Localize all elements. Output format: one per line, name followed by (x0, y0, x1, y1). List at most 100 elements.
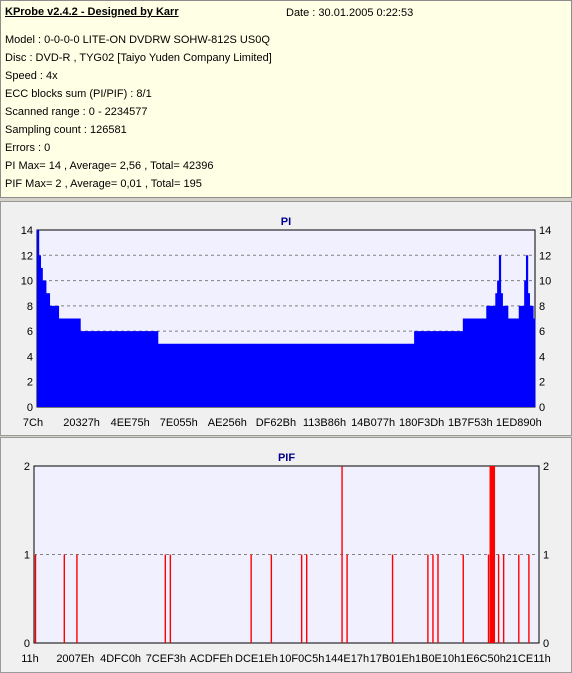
pi-bar (475, 318, 478, 407)
pi-bar (524, 280, 527, 407)
pi-bar (257, 343, 260, 407)
pi-ytick-left: 4 (27, 351, 33, 363)
pi-bar (419, 331, 422, 407)
pif-ytick-left: 1 (24, 550, 30, 562)
pi-bar (381, 343, 384, 407)
pi-bar (444, 331, 447, 407)
pi-bar (123, 331, 126, 407)
pif-xtick: 2007Eh (56, 653, 94, 665)
pi-bar (527, 293, 530, 407)
pi-bar (313, 343, 316, 407)
pi-bar (206, 343, 209, 407)
pi-bar (284, 343, 287, 407)
pi-ytick-right: 10 (539, 276, 551, 288)
pi-bar (139, 331, 143, 407)
pi-bar (439, 331, 442, 407)
pi-bar (266, 343, 269, 407)
pif-xtick: 7CEF3h (146, 653, 186, 665)
pi-bar (204, 343, 208, 407)
pi-bar (130, 331, 134, 407)
pi-bar (497, 280, 500, 407)
pi-bar (338, 343, 341, 407)
pi-bar (533, 318, 536, 407)
pi-bar (302, 343, 305, 407)
pi-bar (376, 343, 379, 407)
pi-bar (405, 343, 408, 407)
pi-bar (466, 318, 469, 407)
pi-bar (51, 305, 54, 407)
pi-xtick: 7Ch (23, 417, 43, 429)
pi-bar (251, 343, 254, 407)
pi-bar (174, 343, 177, 407)
pi-bar (307, 343, 310, 407)
pi-bar (141, 331, 144, 407)
pi-bar (506, 305, 509, 407)
pi-bar (513, 318, 516, 407)
pi-bar (406, 343, 410, 407)
pi-bar (488, 305, 491, 407)
pi-ytick-right: 4 (539, 351, 545, 363)
pi-bar (340, 343, 343, 407)
pi-bar (390, 343, 393, 407)
pi-bar (244, 343, 247, 407)
pi-ytick-right: 0 (539, 402, 545, 414)
pi-xtick: AE256h (208, 417, 247, 429)
pi-bar (525, 255, 529, 407)
pi-bar (201, 343, 204, 407)
pi-bar (356, 343, 359, 407)
pi-bar (522, 305, 525, 407)
pi-bar (331, 343, 334, 407)
pi-bar (461, 331, 464, 407)
pi-bar (341, 343, 345, 407)
pi-bar (397, 343, 401, 407)
pi-bar (365, 343, 368, 407)
pi-bar (430, 331, 433, 407)
pi-bar (190, 343, 193, 407)
pi-bar (143, 331, 146, 407)
pi-bar (197, 343, 200, 407)
pi-bar (276, 343, 280, 407)
pi-bar (378, 343, 381, 407)
pi-bar (62, 318, 65, 407)
pi-bar (349, 343, 352, 407)
pi-bar (491, 305, 494, 407)
pi-bar (92, 331, 96, 407)
pi-bar (309, 343, 312, 407)
pif-xtick: 21CE11h (506, 653, 551, 665)
info-sampling-count: Sampling count : 126581 (5, 124, 127, 136)
pi-bar (489, 305, 493, 407)
pi-bar (56, 305, 60, 407)
pi-bar (518, 305, 521, 407)
pi-bar (369, 343, 372, 407)
pi-bar (219, 343, 222, 407)
pi-bar (455, 331, 458, 407)
info-panel: KProbe v2.4.2 - Designed by Karr Date : … (0, 0, 572, 198)
pi-bar (471, 318, 475, 407)
pi-bar (76, 318, 79, 407)
pi-bar (433, 331, 437, 407)
pi-bar (327, 343, 330, 407)
pi-bar (208, 343, 211, 407)
pi-bar (120, 331, 123, 407)
pi-bar (98, 331, 101, 407)
pi-bar (441, 331, 444, 407)
pi-bar (415, 331, 419, 407)
pi-bar (230, 343, 233, 407)
pi-bar (314, 343, 318, 407)
pi-bar (325, 343, 328, 407)
pi-bar (334, 343, 337, 407)
pi-bar (246, 343, 249, 407)
pi-ytick-right: 2 (539, 377, 545, 389)
pi-bar (359, 343, 363, 407)
pi-bar (295, 343, 298, 407)
pi-bar (64, 318, 67, 407)
pi-chart-title: PI (281, 216, 291, 228)
pi-bar (47, 293, 51, 407)
pi-bar (67, 318, 70, 407)
pi-bar (100, 331, 103, 407)
pi-bar (168, 343, 171, 407)
pi-bar (500, 293, 503, 407)
pif-xtick: ACDFEh (189, 653, 232, 665)
pi-bar (267, 343, 271, 407)
pi-bar (370, 343, 374, 407)
